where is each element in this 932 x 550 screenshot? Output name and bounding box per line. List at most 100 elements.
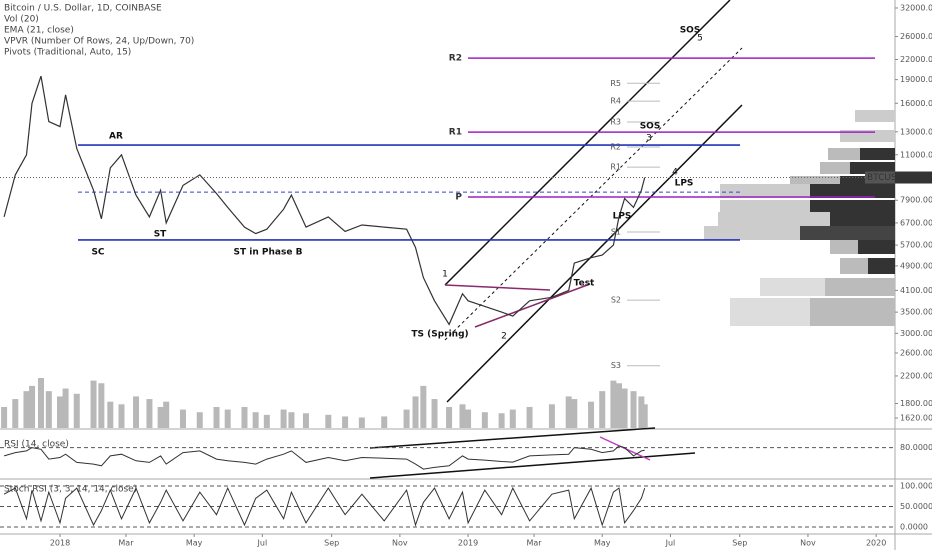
volume-bar: [196, 412, 203, 428]
volume-bar: [73, 393, 80, 428]
volume-bar: [638, 396, 645, 428]
volume-bar: [381, 416, 388, 428]
last-value: 9321.50: [898, 173, 932, 183]
volume-bar: [412, 396, 419, 428]
volume-bar: [37, 378, 44, 428]
volume-bar: [252, 412, 259, 428]
y-tick-label: 5700.00: [900, 241, 932, 250]
volume-bar: [133, 396, 140, 428]
y-tick-label: 26000.00: [900, 32, 932, 41]
volume-bar: [224, 409, 231, 428]
x-tick-label: Mar: [526, 539, 542, 548]
pane-title: RSI (14, close): [4, 440, 69, 450]
y-tick-label: 3500.00: [900, 308, 932, 317]
y-tick-label: 6700.00: [900, 218, 932, 227]
volume-bar: [571, 399, 578, 428]
price-line: [3, 75, 646, 326]
volume-bar: [358, 417, 365, 428]
pane-tick-label: 100.0000: [900, 482, 932, 491]
volume-bar: [621, 388, 628, 428]
volume-bar: [616, 383, 622, 428]
pivot-label: S3: [611, 361, 621, 370]
y-tick-label: 11000.00: [900, 150, 932, 159]
rsi-line: [3, 445, 645, 470]
x-tick-label: Sep: [324, 539, 339, 548]
trend-line: [444, 284, 551, 291]
y-tick-label: 1800.00: [900, 399, 932, 408]
volume-bar: [420, 385, 427, 428]
last-price-box: [865, 171, 895, 184]
volume-bar: [90, 380, 97, 428]
volume-bar: [641, 404, 648, 428]
volume-bar: [630, 391, 637, 428]
legend-line: Bitcoin / U.S. Dollar, 1D, COINBASE: [4, 4, 162, 14]
legend-line: Vol (20): [4, 15, 39, 25]
volume-bar: [57, 396, 63, 428]
volume-bar: [431, 399, 438, 428]
volume-bar: [446, 406, 453, 428]
stoch-line: [3, 486, 646, 527]
volume-bar: [498, 413, 505, 428]
pivot-label: R1: [610, 163, 621, 172]
volume-bar: [548, 404, 555, 428]
annotation: ST: [154, 230, 167, 240]
annotation: 4: [672, 168, 678, 178]
channel-line: [444, 0, 731, 286]
volume-bar: [29, 385, 36, 428]
volume-bar: [465, 409, 472, 428]
volume-bar: [23, 391, 30, 428]
volume-bar: [62, 388, 69, 428]
volume-bar: [98, 383, 105, 428]
x-tick-label: 2020: [866, 539, 886, 548]
volume-bar: [610, 380, 617, 428]
legend-line: Pivots (Traditional, Auto, 15): [4, 48, 131, 58]
y-tick-label: 19000.00: [900, 75, 932, 84]
annotation: Test: [574, 279, 595, 289]
y-tick-label: 1620.00: [900, 414, 932, 423]
pane-title: Stoch RSI (3, 3, 14, 14, close): [4, 485, 137, 495]
volume-bar: [179, 409, 186, 428]
y-tick-label: 3000.00: [900, 329, 932, 338]
x-tick-label: Mar: [118, 539, 134, 548]
y-tick-label: 22000.00: [900, 55, 932, 64]
volume-bar: [342, 416, 349, 428]
volume-bar: [241, 406, 248, 428]
x-tick-label: May: [186, 539, 203, 548]
annotation: TS (Spring): [411, 330, 468, 340]
volume-bar: [213, 406, 220, 428]
volume-bar: [1, 406, 8, 428]
annotation: 2: [501, 332, 507, 342]
volume-bar: [509, 409, 516, 428]
y-tick-label: 16000.00: [900, 99, 932, 108]
volume-bar: [288, 412, 295, 428]
annotation: AR: [109, 132, 123, 142]
trend-line: [474, 283, 591, 328]
volume-bar: [45, 391, 52, 428]
volume-bar: [481, 412, 488, 428]
pivot-label: S2: [611, 296, 621, 305]
volume-bar: [459, 404, 466, 428]
y-tick-label: 13000.00: [900, 127, 932, 136]
pane-tick-label: 0.0000: [900, 523, 928, 532]
volume-bar: [403, 409, 410, 428]
legend-line: VPVR (Number Of Rows, 24, Up/Down, 70): [4, 37, 194, 47]
volume-bar: [280, 409, 287, 428]
volume-bar: [107, 401, 114, 428]
annotation: LPS: [613, 212, 632, 222]
annotation: SC: [91, 248, 104, 258]
last-label: BTCUSD: [867, 173, 904, 183]
annotation: SOS: [640, 122, 661, 132]
volume-bar: [263, 414, 270, 428]
legend-line: EMA (21, close): [4, 26, 74, 36]
y-tick-label: 2600.00: [900, 348, 932, 357]
x-tick-label: 2019: [458, 539, 478, 548]
volume-bar: [157, 406, 164, 428]
pivot-label: R1: [449, 128, 462, 138]
pivot-label: R3: [610, 118, 621, 127]
x-tick-label: Nov: [800, 539, 816, 548]
volume-bar: [325, 414, 332, 428]
pivot-label: R2: [610, 142, 621, 151]
